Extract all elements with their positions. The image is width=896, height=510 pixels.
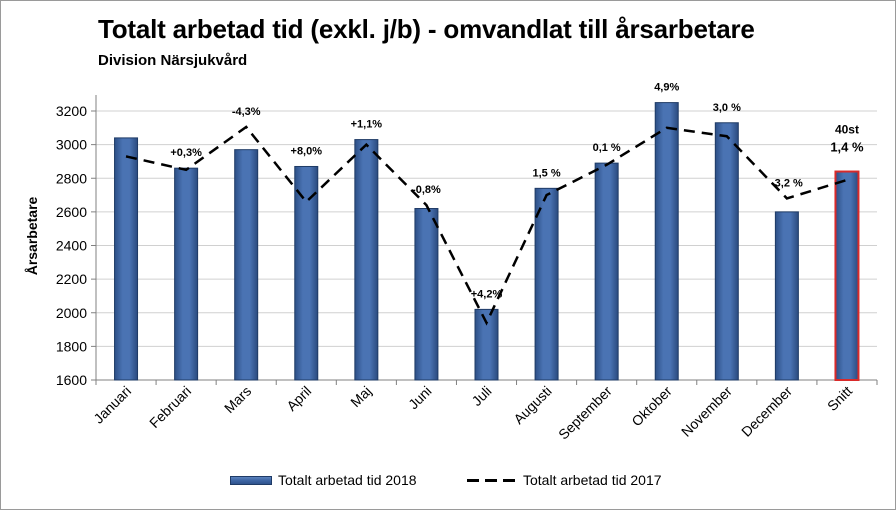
bar <box>354 139 379 381</box>
percent-label: 4,9% <box>654 82 679 94</box>
percent-label: 3,0 % <box>713 102 741 114</box>
x-tick-label: Augusti <box>510 383 554 427</box>
bars <box>114 102 860 381</box>
x-tick-label: Februari <box>146 383 194 431</box>
bar <box>414 208 439 381</box>
bar <box>534 187 559 381</box>
count-label: 40st <box>835 123 859 137</box>
legend-bar-swatch <box>230 475 272 485</box>
bar <box>234 149 259 381</box>
y-tick-label: 1600 <box>56 372 87 388</box>
percent-label: -4,3% <box>232 106 261 118</box>
bar <box>294 165 319 381</box>
legend-dash-swatch <box>467 478 515 482</box>
x-tick-label: Snitt <box>824 383 855 414</box>
x-tick-label: Juli <box>468 383 494 409</box>
chart-title: Totalt arbetad tid (exkl. j/b) - omvandl… <box>98 14 755 44</box>
bar <box>174 167 199 381</box>
x-tick-label: Maj <box>347 383 374 410</box>
x-tick-label: December <box>738 383 795 440</box>
x-tick-label: April <box>283 383 314 414</box>
x-tick-label: Januari <box>90 383 134 427</box>
y-tick-label: 3000 <box>56 137 87 153</box>
y-tick-label: 2200 <box>56 271 87 287</box>
percent-label: 0,1 % <box>593 142 621 154</box>
percent-label: +0,3% <box>170 147 202 159</box>
x-tick-label: Oktober <box>628 383 675 430</box>
percent-label: +4,2% <box>471 288 503 300</box>
chart-subtitle: Division Närsjukvård <box>98 52 248 69</box>
bar <box>774 211 799 381</box>
x-tick-label: September <box>555 383 615 443</box>
x-tick-label: Mars <box>221 383 254 416</box>
bar <box>654 102 679 381</box>
legend-item-2018: Totalt arbetad tid 2018 <box>230 472 417 488</box>
x-tick-label: Juni <box>405 383 434 412</box>
bar <box>594 162 619 381</box>
percent-label: +1,1% <box>351 119 383 131</box>
bar <box>114 137 139 381</box>
percent-label: 1,5 % <box>533 167 561 179</box>
y-tick-label: 1800 <box>56 338 87 354</box>
percent-label: 1,4 % <box>830 140 864 155</box>
legend-item-2017: Totalt arbetad tid 2017 <box>467 472 662 488</box>
percent-label: -3,2 % <box>771 177 803 189</box>
data-labels: +0,3% -4,3% +8,0% +1,1% -0,8% +4,2% 1,5 % 0,1 %… <box>170 82 864 301</box>
y-tick-label: 2400 <box>56 238 87 254</box>
legend-label-2018: Totalt arbetad tid 2018 <box>278 472 417 488</box>
bar <box>474 308 499 381</box>
bar <box>714 122 739 381</box>
x-tick-label: November <box>678 383 735 440</box>
percent-label: -0,8% <box>412 184 441 196</box>
y-tick-label: 2800 <box>56 170 87 186</box>
y-tick-label: 2600 <box>56 204 87 220</box>
legend: Totalt arbetad tid 2018 Totalt arbetad t… <box>230 472 690 496</box>
legend-label-2017: Totalt arbetad tid 2017 <box>523 472 662 488</box>
y-axis-label: Årsarbetare <box>24 196 40 275</box>
line-series <box>125 125 848 326</box>
percent-label: +8,0% <box>291 145 323 157</box>
y-tick-label: 3200 <box>56 103 87 119</box>
y-tick-label: 2000 <box>56 305 87 321</box>
bar <box>834 170 860 381</box>
